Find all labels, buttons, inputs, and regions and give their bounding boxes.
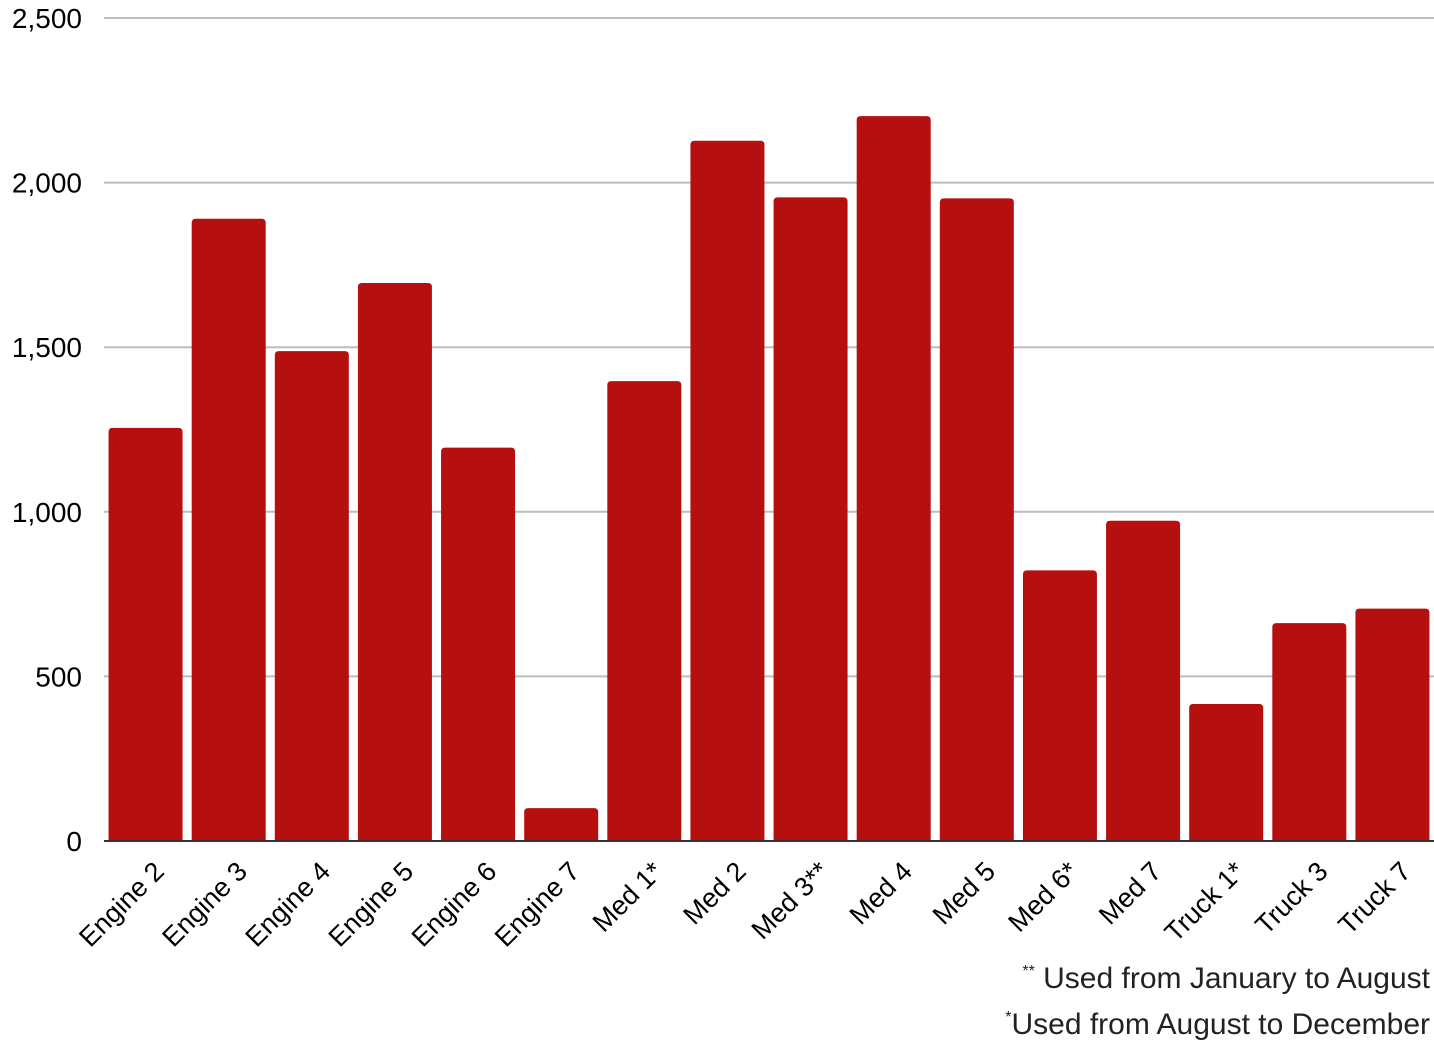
x-tick-label: Med 7 — [1093, 856, 1167, 930]
y-tick-label: 1,000 — [12, 497, 82, 528]
bar — [524, 808, 599, 841]
bar — [939, 198, 1014, 841]
y-tick-label: 1,500 — [12, 332, 82, 363]
footnote-january-august: ** Used from January to August — [1022, 962, 1430, 996]
y-tick-label: 2,500 — [12, 3, 82, 34]
bar — [1022, 570, 1097, 841]
y-tick-label: 2,000 — [12, 168, 82, 199]
x-tick-label: Engine 3 — [156, 856, 253, 953]
bar — [191, 218, 266, 841]
bar — [108, 427, 183, 841]
footnote-1-text: Used from January to August — [1034, 962, 1430, 995]
x-tick-label: Truck 7 — [1333, 856, 1417, 940]
y-tick-label: 0 — [66, 826, 82, 857]
x-tick-label: Med 3** — [746, 856, 835, 945]
footnote-2-mark: * — [1005, 1009, 1012, 1026]
bar — [274, 351, 349, 841]
x-tick-label: Truck 3 — [1249, 856, 1333, 940]
bar — [1272, 623, 1347, 841]
bar — [607, 381, 682, 841]
x-tick-label: Med 5 — [927, 856, 1001, 930]
x-tick-label: Med 1* — [587, 856, 669, 938]
footnote-august-december: *Used from August to December — [1005, 1008, 1430, 1042]
x-tick-label: Engine 7 — [489, 856, 586, 953]
footnote-1-mark: ** — [1022, 963, 1035, 980]
x-tick-label: Med 2 — [677, 856, 751, 930]
x-tick-label: Med 6* — [1002, 856, 1084, 938]
x-tick-label: Med 4 — [844, 856, 918, 930]
x-tick-label: Engine 2 — [73, 856, 170, 953]
bar — [856, 116, 931, 841]
x-tick-label: Engine 6 — [406, 856, 503, 953]
bar — [1189, 704, 1264, 841]
bar — [690, 140, 765, 841]
bar — [441, 447, 516, 841]
x-tick-label: Engine 4 — [239, 856, 336, 953]
bar — [773, 197, 848, 841]
x-tick-label: Truck 1* — [1159, 856, 1251, 948]
bar — [1106, 520, 1181, 841]
bar — [357, 283, 432, 842]
bar — [1355, 608, 1430, 841]
x-tick-label: Engine 5 — [323, 856, 420, 953]
y-tick-label: 500 — [35, 661, 82, 692]
footnote-2-text: Used from August to December — [1011, 1008, 1430, 1041]
